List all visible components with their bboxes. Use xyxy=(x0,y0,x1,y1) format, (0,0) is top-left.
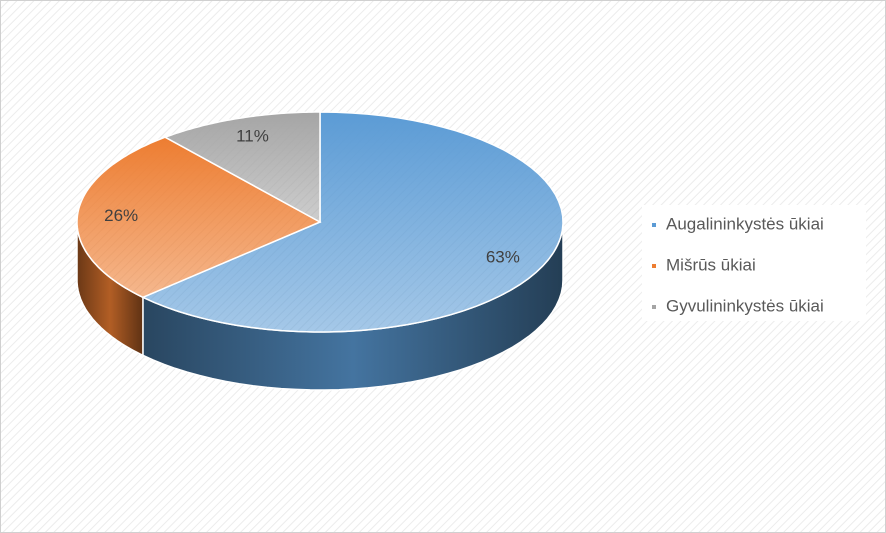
legend-box xyxy=(642,205,866,321)
legend-label: Augalininkystės ūkiai xyxy=(666,214,824,233)
slice xyxy=(163,111,321,224)
legend-swatch xyxy=(652,305,656,309)
data-label: 63% xyxy=(486,247,520,266)
slice xyxy=(76,136,322,299)
legend-swatch xyxy=(652,264,656,268)
slice xyxy=(141,111,564,333)
data-label: 11% xyxy=(236,127,269,146)
data-label: 26% xyxy=(104,206,138,225)
legend-swatch xyxy=(652,223,656,227)
legend-label: Mišrūs ūkiai xyxy=(666,255,756,274)
legend: Augalininkystės ūkiai Mišrūs ūkiai Gyvulin… xyxy=(652,214,824,315)
pie: 63% 26% 11% xyxy=(76,111,564,391)
legend-label: Gyvulininkystės ūkiai xyxy=(666,296,824,315)
